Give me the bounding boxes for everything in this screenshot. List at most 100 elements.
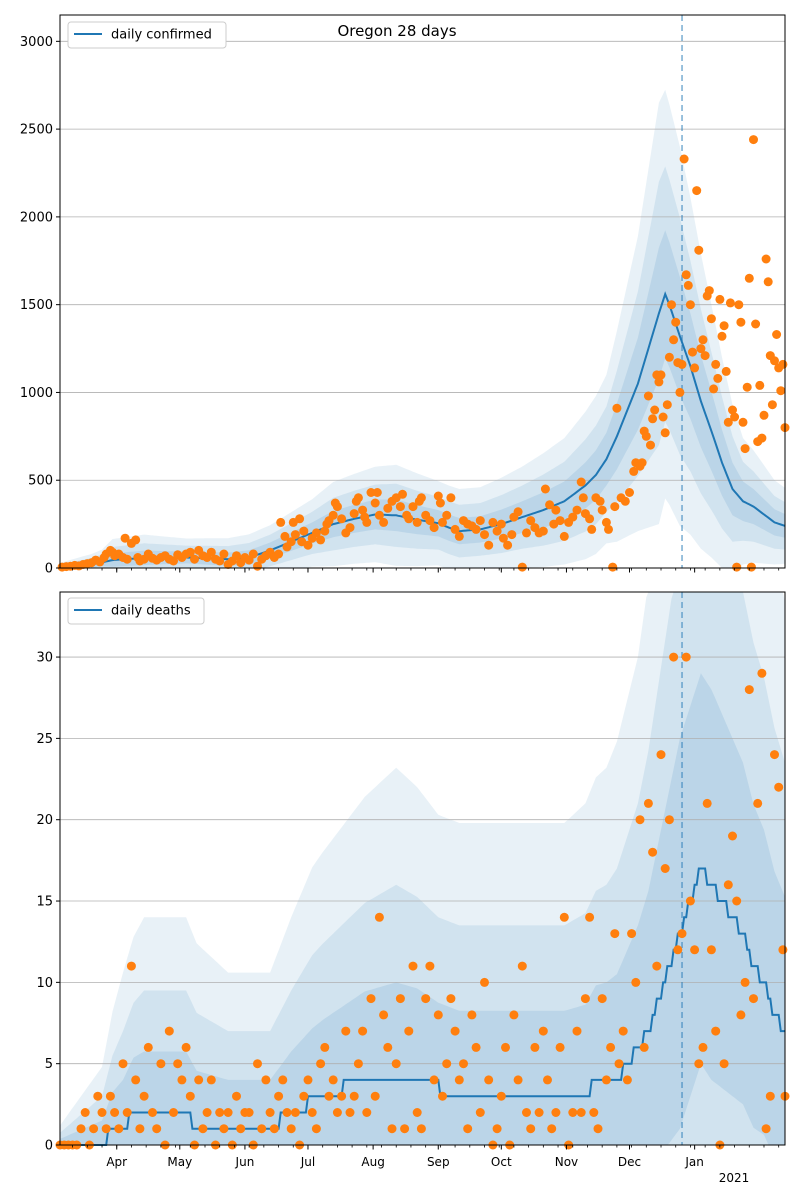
deaths-observed-point: [459, 1059, 468, 1069]
deaths-observed-point: [496, 1091, 506, 1101]
deaths-y-tick-label: 15: [36, 895, 53, 910]
cases-observed-point: [295, 514, 305, 524]
cases-observed-point: [299, 526, 309, 536]
cases-observed-point: [480, 530, 489, 540]
deaths-observed-point: [471, 1042, 481, 1052]
deaths-x-ticks: [72, 1145, 780, 1150]
cases-observed-point: [709, 384, 719, 394]
deaths-observed-point: [723, 880, 733, 890]
cases-observed-point: [587, 524, 597, 534]
deaths-observed-point: [740, 977, 750, 987]
cases-observed-point: [316, 535, 326, 545]
deaths-observed-point: [761, 1124, 771, 1134]
cases-observed-point: [488, 517, 498, 527]
cases-observed-point: [692, 186, 702, 196]
cases-observed-point: [650, 405, 660, 415]
deaths-observed-point: [391, 1059, 401, 1069]
deaths-observed-point: [421, 994, 431, 1004]
cases-observed-point: [425, 516, 435, 526]
cases-observed-point: [585, 514, 595, 524]
deaths-observed-point: [152, 1124, 162, 1134]
cases-observed-point: [648, 414, 658, 424]
cases-y-tick-label: 2000: [20, 210, 53, 225]
cases-legend: daily confirmed: [67, 21, 227, 49]
deaths-observed-point: [627, 929, 637, 939]
cases-observed-point: [690, 363, 700, 373]
deaths-observed-point: [110, 1108, 120, 1117]
x-tick-label-oct: Oct: [491, 1155, 512, 1169]
cases-observed-point: [725, 298, 735, 308]
cases-observed-point: [759, 410, 769, 420]
x-axis-year-label: 2021: [719, 1171, 750, 1185]
deaths-observed-point: [177, 1075, 187, 1085]
cases-observed-point: [366, 488, 376, 497]
x-tick-label-jan: Jan: [684, 1155, 704, 1169]
cases-observed-point: [551, 505, 561, 515]
cases-observed-point: [751, 319, 761, 329]
cases-observed-point: [578, 493, 588, 503]
deaths-observed-point: [269, 1124, 279, 1134]
deaths-observed-point: [580, 994, 590, 1004]
cases-observed-point: [362, 517, 372, 527]
deaths-observed-point: [622, 1075, 632, 1085]
deaths-observed-point: [265, 1108, 275, 1117]
cases-observed-point: [601, 517, 611, 527]
deaths-observed-point: [358, 1026, 368, 1036]
cases-observed-point: [522, 528, 531, 538]
cases-observed-point: [700, 351, 710, 361]
deaths-observed-point: [80, 1108, 90, 1117]
deaths-observed-point: [206, 1075, 216, 1085]
cases-y-tick-label: 1000: [20, 386, 53, 401]
deaths-observed-point: [236, 1124, 246, 1134]
deaths-observed-point: [307, 1108, 317, 1117]
deaths-observed-point: [387, 1124, 397, 1134]
deaths-observed-point: [416, 1124, 426, 1134]
deaths-observed-point: [215, 1108, 225, 1117]
cases-observed-point: [612, 403, 622, 413]
cases-observed-point: [646, 440, 655, 450]
deaths-observed-point: [395, 994, 405, 1004]
cases-observed-point: [484, 540, 494, 550]
cases-observed-point: [276, 517, 286, 527]
cases-observed-point: [576, 477, 586, 487]
deaths-x-tick-labels: Apr May Jun Jul Aug Sep Oct Nov Dec Jan: [106, 1155, 704, 1169]
deaths-legend: daily deaths: [67, 597, 205, 625]
deaths-observed-point: [290, 1108, 300, 1117]
cases-observed-point: [412, 517, 422, 527]
cases-observed-point: [595, 496, 605, 506]
cases-observed-point: [713, 373, 723, 383]
deaths-observed-point: [286, 1124, 296, 1134]
deaths-y-tick-label: 30: [36, 651, 53, 666]
cases-observed-point: [332, 502, 342, 512]
deaths-observed-point: [475, 1108, 485, 1117]
deaths-observed-point: [664, 815, 674, 825]
cases-observed-point: [555, 516, 565, 526]
cases-legend-label: daily confirmed: [111, 28, 212, 43]
deaths-y-tick-label: 5: [45, 1057, 53, 1072]
cases-observed-point: [429, 523, 439, 533]
deaths-observed-point: [328, 1075, 338, 1085]
cases-observed-point: [688, 347, 697, 357]
cases-observed-point: [736, 317, 746, 327]
cases-observed-point: [763, 277, 773, 287]
deaths-observed-point: [732, 896, 742, 906]
cases-observed-point: [206, 547, 216, 557]
deaths-y-tick-label: 20: [36, 813, 53, 828]
cases-band-3: [60, 230, 785, 569]
deaths-observed-point: [366, 994, 376, 1004]
cases-observed-point: [507, 530, 517, 540]
cases-x-ticks: [72, 568, 780, 573]
deaths-observed-point: [509, 1010, 519, 1020]
cases-observed-point: [559, 531, 569, 541]
cases-observed-point: [728, 405, 737, 415]
cases-observed-point: [625, 488, 634, 497]
cases-observed-point: [770, 356, 779, 366]
cases-observed-point: [721, 366, 731, 376]
cases-observed-point: [767, 400, 777, 410]
cases-observed-point: [658, 412, 668, 422]
deaths-observed-point: [244, 1108, 254, 1117]
deaths-observed-point: [118, 1059, 128, 1069]
cases-panel: 0 500 1000 1500 2000 2500 3000 daily confirmed: [20, 14, 790, 577]
deaths-observed-point: [362, 1108, 372, 1117]
